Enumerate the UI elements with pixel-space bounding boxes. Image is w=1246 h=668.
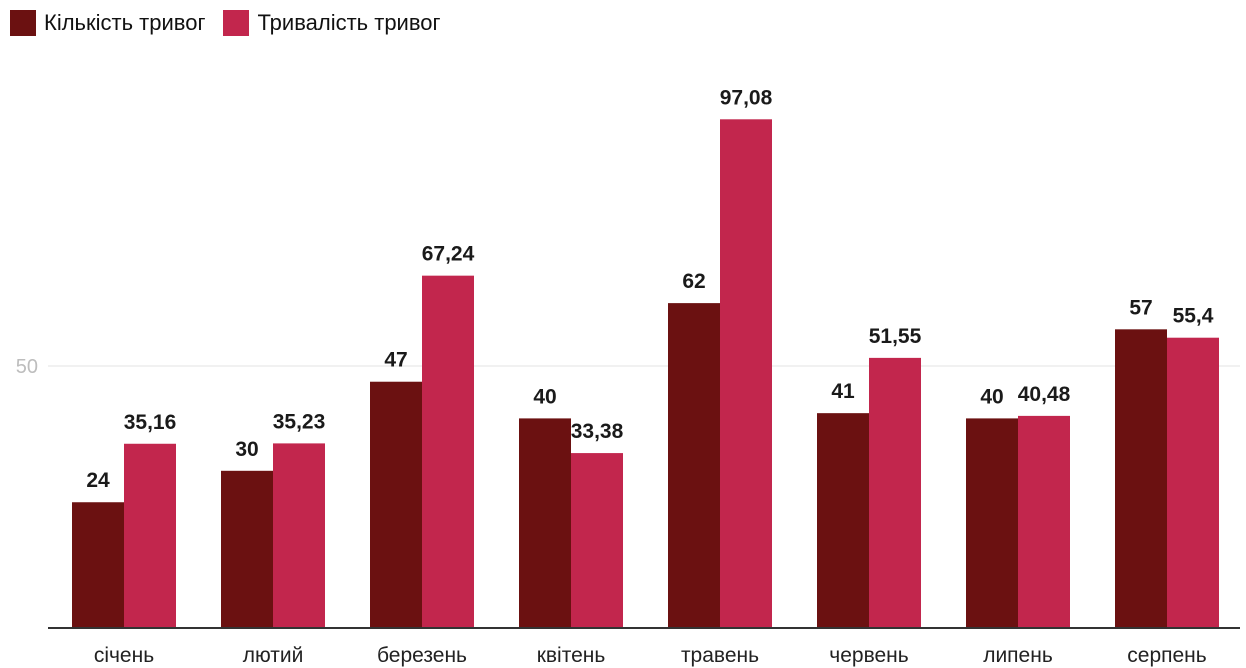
data-label-count-8: 57 xyxy=(1129,296,1152,319)
x-category-label-4: квітень xyxy=(537,644,606,667)
data-label-count-3: 47 xyxy=(384,349,407,372)
bar-duration-6 xyxy=(869,357,921,628)
x-category-label-6: червень xyxy=(829,644,908,667)
legend-swatch-duration xyxy=(223,10,250,36)
bar-count-3 xyxy=(370,381,422,628)
legend-label-duration: Тривалість тривог xyxy=(257,10,441,35)
bar-duration-2 xyxy=(273,443,325,628)
legend-label-count: Кількість тривог xyxy=(44,10,206,35)
data-label-count-1: 24 xyxy=(86,469,110,492)
data-label-duration-8: 55,4 xyxy=(1173,305,1214,328)
bar-count-5 xyxy=(668,303,720,628)
x-category-label-3: березень xyxy=(377,644,467,667)
bar-duration-3 xyxy=(422,275,474,628)
data-label-duration-4: 33,38 xyxy=(571,420,624,443)
data-label-duration-1: 35,16 xyxy=(124,411,177,434)
bar-duration-8 xyxy=(1167,337,1219,628)
data-label-count-6: 41 xyxy=(831,380,855,403)
bar-duration-1 xyxy=(124,443,176,628)
x-category-label-8: серпень xyxy=(1127,644,1207,667)
data-label-count-5: 62 xyxy=(682,270,705,293)
bar-count-1 xyxy=(72,502,124,628)
x-category-label-7: липень xyxy=(983,644,1053,667)
legend: Кількість тривог Тривалість тривог xyxy=(10,10,441,36)
data-label-count-7: 40 xyxy=(980,385,1003,408)
legend-swatch-count xyxy=(10,10,36,36)
y-tick-label-50: 50 xyxy=(16,356,38,378)
data-label-count-2: 30 xyxy=(235,438,258,461)
bar-count-6 xyxy=(817,413,869,628)
bar-count-7 xyxy=(966,418,1018,628)
bar-duration-4 xyxy=(571,453,623,628)
data-label-duration-2: 35,23 xyxy=(273,410,326,433)
legend-item-count: Кількість тривог xyxy=(10,10,205,36)
x-category-label-5: травень xyxy=(681,644,759,667)
x-category-label-2: лютий xyxy=(243,644,304,667)
bar-duration-7 xyxy=(1018,415,1070,628)
bar-count-4 xyxy=(519,418,571,628)
data-label-duration-5: 97,08 xyxy=(720,86,773,109)
bar-duration-5 xyxy=(720,119,772,629)
x-category-label-1: січень xyxy=(94,644,154,667)
data-label-duration-3: 67,24 xyxy=(422,243,475,266)
legend-item-duration: Тривалість тривог xyxy=(223,10,441,36)
data-label-duration-6: 51,55 xyxy=(869,325,922,348)
data-label-count-4: 40 xyxy=(533,385,556,408)
bar-count-8 xyxy=(1115,329,1167,628)
bar-count-2 xyxy=(221,470,273,628)
data-label-duration-7: 40,48 xyxy=(1018,383,1071,406)
